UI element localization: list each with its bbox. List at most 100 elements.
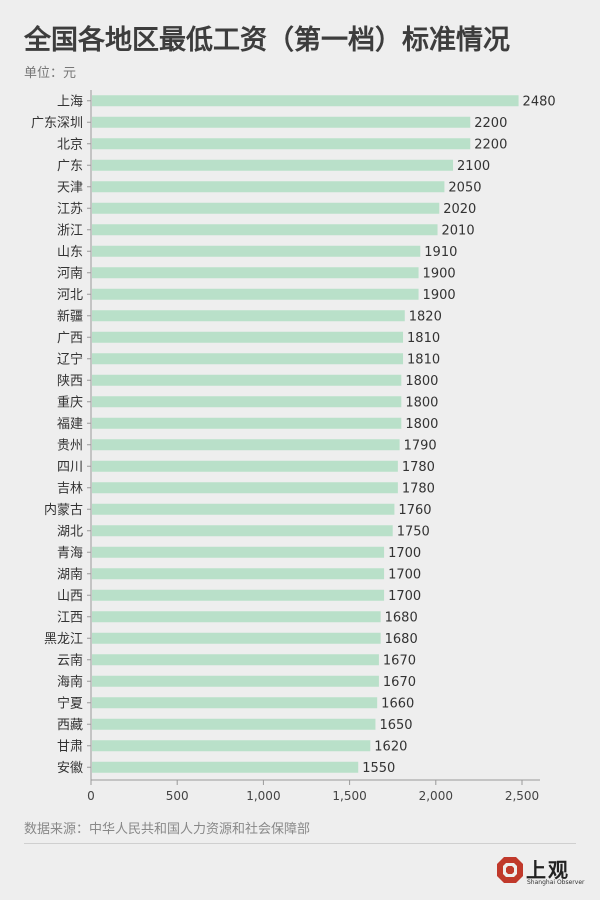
brand-logo-icon bbox=[497, 857, 523, 883]
bar bbox=[92, 503, 395, 515]
data-label: 2200 bbox=[474, 137, 507, 152]
data-label: 2050 bbox=[448, 180, 481, 195]
y-tick-label: 宁夏 bbox=[57, 695, 83, 711]
data-label: 2200 bbox=[474, 116, 507, 131]
data-label: 1650 bbox=[379, 718, 412, 733]
x-tick-label: 0 bbox=[87, 789, 95, 803]
y-tick-label: 江西 bbox=[57, 610, 83, 625]
bar bbox=[92, 697, 378, 709]
data-label: 1670 bbox=[383, 675, 416, 690]
data-label: 1670 bbox=[383, 653, 416, 668]
y-tick-label: 河南 bbox=[57, 265, 83, 281]
bar bbox=[92, 224, 438, 236]
bar bbox=[92, 310, 405, 322]
y-tick-label: 山西 bbox=[57, 589, 83, 604]
y-tick-label: 浙江 bbox=[57, 223, 83, 238]
y-tick-label: 广东 bbox=[57, 159, 83, 174]
y-tick-label: 湖北 bbox=[57, 524, 83, 539]
bar bbox=[92, 95, 519, 107]
data-label: 1900 bbox=[423, 288, 456, 303]
bar bbox=[92, 138, 471, 150]
bar bbox=[92, 116, 471, 128]
bar bbox=[92, 181, 445, 193]
y-tick-label: 西藏 bbox=[57, 718, 83, 733]
y-tick-label: 新疆 bbox=[57, 308, 83, 324]
data-label: 2010 bbox=[442, 223, 475, 238]
data-label: 1700 bbox=[388, 546, 421, 561]
data-label: 1900 bbox=[423, 266, 456, 281]
bar bbox=[92, 267, 419, 279]
bar bbox=[92, 654, 379, 666]
brand-logo: 上观 Shanghai Observer bbox=[496, 854, 586, 888]
brand-subtitle: Shanghai Observer bbox=[527, 879, 585, 886]
data-label: 1800 bbox=[405, 417, 438, 432]
data-label: 1800 bbox=[405, 374, 438, 389]
source-label: 数据来源：中华人民共和国人力资源和社会保障部 bbox=[24, 822, 311, 837]
bar bbox=[92, 546, 385, 558]
bar bbox=[92, 202, 440, 214]
y-tick-label: 贵州 bbox=[57, 438, 83, 453]
x-tick-label: 1,500 bbox=[332, 789, 366, 803]
y-tick-label: 云南 bbox=[57, 652, 83, 668]
bar bbox=[92, 159, 454, 171]
bar bbox=[92, 439, 400, 451]
y-tick-label: 重庆 bbox=[57, 394, 83, 410]
x-tick-label: 2,500 bbox=[505, 789, 539, 803]
y-tick-label: 海南 bbox=[57, 674, 83, 690]
data-label: 1620 bbox=[374, 739, 407, 754]
data-label: 1680 bbox=[385, 632, 418, 647]
bar bbox=[92, 611, 381, 623]
footer-divider bbox=[24, 843, 576, 844]
y-tick-label: 甘肃 bbox=[57, 739, 83, 754]
y-tick-label: 四川 bbox=[57, 460, 83, 475]
y-tick-label: 天津 bbox=[57, 180, 83, 195]
y-tick-label: 吉林 bbox=[57, 481, 83, 496]
y-tick-label: 广东深圳 bbox=[31, 116, 83, 131]
data-label: 1810 bbox=[407, 331, 440, 346]
y-tick-label: 北京 bbox=[57, 137, 83, 152]
brand-name: 上观 bbox=[526, 858, 570, 882]
y-tick-label: 福建 bbox=[57, 417, 83, 432]
bar bbox=[92, 353, 404, 365]
bar bbox=[92, 460, 398, 472]
y-tick-label: 陕西 bbox=[57, 374, 83, 389]
y-tick-label: 江苏 bbox=[57, 201, 83, 217]
y-tick-label: 安徽 bbox=[57, 761, 83, 776]
bar bbox=[92, 525, 393, 537]
y-tick-label: 湖南 bbox=[57, 566, 83, 582]
x-tick-label: 2,000 bbox=[419, 789, 453, 803]
bar bbox=[92, 740, 371, 752]
data-label: 1790 bbox=[404, 438, 437, 453]
data-label: 1800 bbox=[405, 395, 438, 410]
x-tick-label: 500 bbox=[166, 789, 189, 803]
data-label: 1550 bbox=[362, 761, 395, 776]
chart-title: 全国各地区最低工资（第一档）标准情况 bbox=[24, 25, 510, 56]
x-tick-label: 1,000 bbox=[246, 789, 280, 803]
y-tick-label: 黑龙江 bbox=[44, 632, 83, 647]
data-label: 1680 bbox=[385, 610, 418, 625]
bar bbox=[92, 331, 404, 343]
data-label: 2020 bbox=[443, 202, 476, 217]
bar bbox=[92, 288, 419, 300]
data-label: 1760 bbox=[398, 503, 431, 518]
data-label: 1780 bbox=[402, 481, 435, 496]
data-label: 1910 bbox=[424, 245, 457, 260]
y-tick-label: 广西 bbox=[57, 331, 83, 346]
y-tick-label: 上海 bbox=[57, 94, 83, 109]
data-label: 1660 bbox=[381, 696, 414, 711]
bar bbox=[92, 718, 376, 730]
data-label: 2100 bbox=[457, 159, 490, 174]
y-tick-label: 内蒙古 bbox=[44, 502, 83, 518]
y-tick-label: 河北 bbox=[57, 288, 83, 303]
data-label: 1810 bbox=[407, 352, 440, 367]
bar-chart: 上海 2480 广东深圳 2200 北京 2200 广东 2100 天津 2050 江苏 2020 浙江… bbox=[31, 90, 556, 803]
bar bbox=[92, 482, 398, 494]
data-label: 1750 bbox=[397, 524, 430, 539]
bar bbox=[92, 761, 359, 773]
data-label: 1780 bbox=[402, 460, 435, 475]
bar bbox=[92, 396, 402, 408]
data-label: 1820 bbox=[409, 309, 442, 324]
y-tick-label: 青海 bbox=[57, 546, 83, 561]
data-label: 2480 bbox=[523, 94, 556, 109]
bar bbox=[92, 417, 402, 429]
